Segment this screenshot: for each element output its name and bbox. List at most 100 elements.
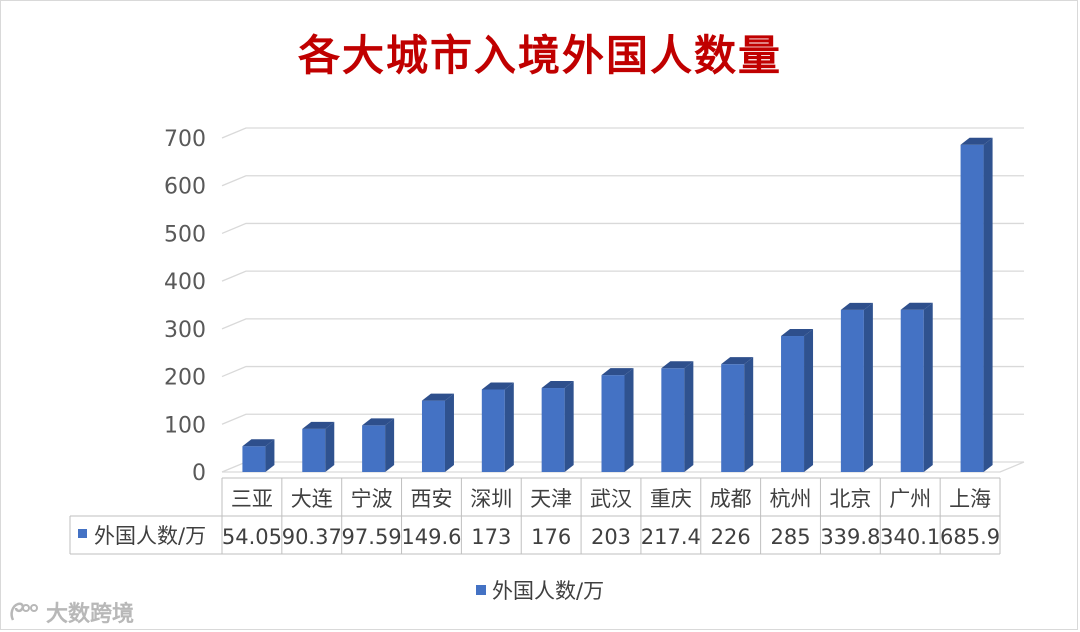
bar-side (804, 329, 814, 472)
bar-side (325, 421, 335, 472)
y-tick-label: 300 (164, 318, 206, 343)
data-label: 217.4 (641, 525, 701, 549)
bar-side (684, 361, 694, 472)
category-label: 深圳 (470, 487, 512, 511)
data-label: 339.8 (820, 525, 880, 549)
data-label: 203 (591, 525, 631, 549)
y-tick-label: 0 (192, 461, 206, 486)
category-label: 三亚 (231, 487, 273, 511)
y-tick-label: 400 (164, 270, 206, 295)
bar-top (900, 302, 933, 310)
bar-side (444, 393, 454, 472)
table-series-label: 外国人数/万 (94, 524, 206, 548)
data-label: 90.37 (282, 525, 342, 549)
bar-top (421, 393, 454, 401)
gridline (221, 318, 1024, 330)
legend-key (476, 585, 486, 595)
watermark-logo-icon (10, 602, 38, 621)
bar-side (744, 357, 754, 472)
gridline (221, 365, 1024, 378)
bar-top (840, 302, 873, 310)
bar (721, 357, 754, 472)
data-label: 173 (471, 525, 511, 549)
table-legend-key (78, 529, 87, 538)
floor-line (222, 461, 1025, 473)
y-tick-label: 100 (164, 413, 206, 438)
gridline (221, 127, 1024, 139)
data-label: 226 (711, 525, 751, 549)
category-label: 北京 (829, 487, 871, 511)
bar (900, 302, 933, 472)
bar (302, 421, 335, 472)
gridline (221, 222, 1024, 235)
bar-side (624, 368, 634, 472)
bar-side (863, 302, 873, 472)
bar-front (960, 144, 984, 472)
y-axis: 0 100 200 300 400 500 600 700 (164, 127, 206, 486)
watermark-text: 大数跨境 (46, 602, 135, 627)
bar (661, 361, 694, 472)
y-tick-label: 600 (164, 175, 206, 200)
category-label: 宁波 (351, 487, 393, 511)
bar-side (265, 439, 275, 472)
gridline (221, 270, 1024, 282)
bar (840, 302, 873, 472)
bar (362, 418, 395, 472)
bar-side (504, 382, 514, 472)
data-label: 149.6 (401, 525, 461, 549)
bar (421, 393, 454, 472)
category-label: 上海 (949, 487, 991, 511)
watermark: 大数跨境 (8, 596, 134, 628)
gridlines (221, 127, 1025, 473)
bar-front (541, 388, 565, 472)
category-label: 天津 (530, 487, 572, 511)
bar (781, 329, 814, 472)
bar-top (302, 421, 335, 429)
y-tick-label: 500 (164, 222, 206, 247)
bar-top (541, 381, 574, 389)
bar-front (840, 309, 864, 472)
bar-top (781, 329, 814, 337)
bar-front (302, 428, 326, 472)
gridline (221, 413, 1024, 425)
bar-top (721, 357, 754, 365)
gridline (221, 175, 1024, 187)
category-label: 杭州 (770, 487, 812, 511)
bar-top (362, 418, 395, 426)
bar-front (421, 400, 445, 472)
data-label: 285 (770, 525, 810, 549)
legend-label: 外国人数/万 (492, 579, 604, 603)
y-tick-label: 200 (164, 366, 206, 391)
bar-front (900, 309, 924, 472)
bar-side (564, 381, 574, 472)
bar-side (385, 418, 395, 472)
category-label: 重庆 (650, 487, 692, 511)
bar-front (242, 446, 266, 472)
category-label: 武汉 (590, 487, 632, 511)
bar-front (481, 389, 505, 472)
bar-front (601, 375, 625, 472)
data-label: 340.1 (880, 525, 940, 549)
y-tick-label: 700 (164, 127, 206, 152)
bar-top (960, 137, 993, 145)
bar-side (983, 137, 993, 472)
bar-front (781, 336, 805, 472)
bar (960, 137, 993, 472)
bar (541, 381, 574, 472)
bar-side (923, 302, 933, 472)
category-label: 西安 (410, 487, 452, 511)
bars (242, 137, 993, 472)
bar-front (721, 364, 745, 472)
data-label: 685.9 (940, 525, 1000, 549)
category-label: 成都 (710, 487, 752, 511)
data-label: 176 (531, 525, 571, 549)
bar-top (481, 382, 514, 390)
data-label: 54.05 (222, 525, 282, 549)
bar-top (661, 361, 694, 369)
bar (481, 382, 514, 472)
bar-front (362, 425, 386, 472)
data-label: 97.59 (342, 525, 402, 549)
category-label: 大连 (291, 487, 333, 511)
